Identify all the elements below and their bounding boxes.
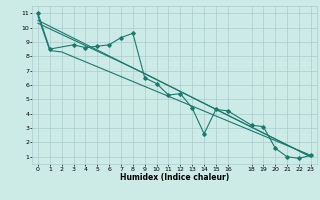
X-axis label: Humidex (Indice chaleur): Humidex (Indice chaleur) <box>120 173 229 182</box>
